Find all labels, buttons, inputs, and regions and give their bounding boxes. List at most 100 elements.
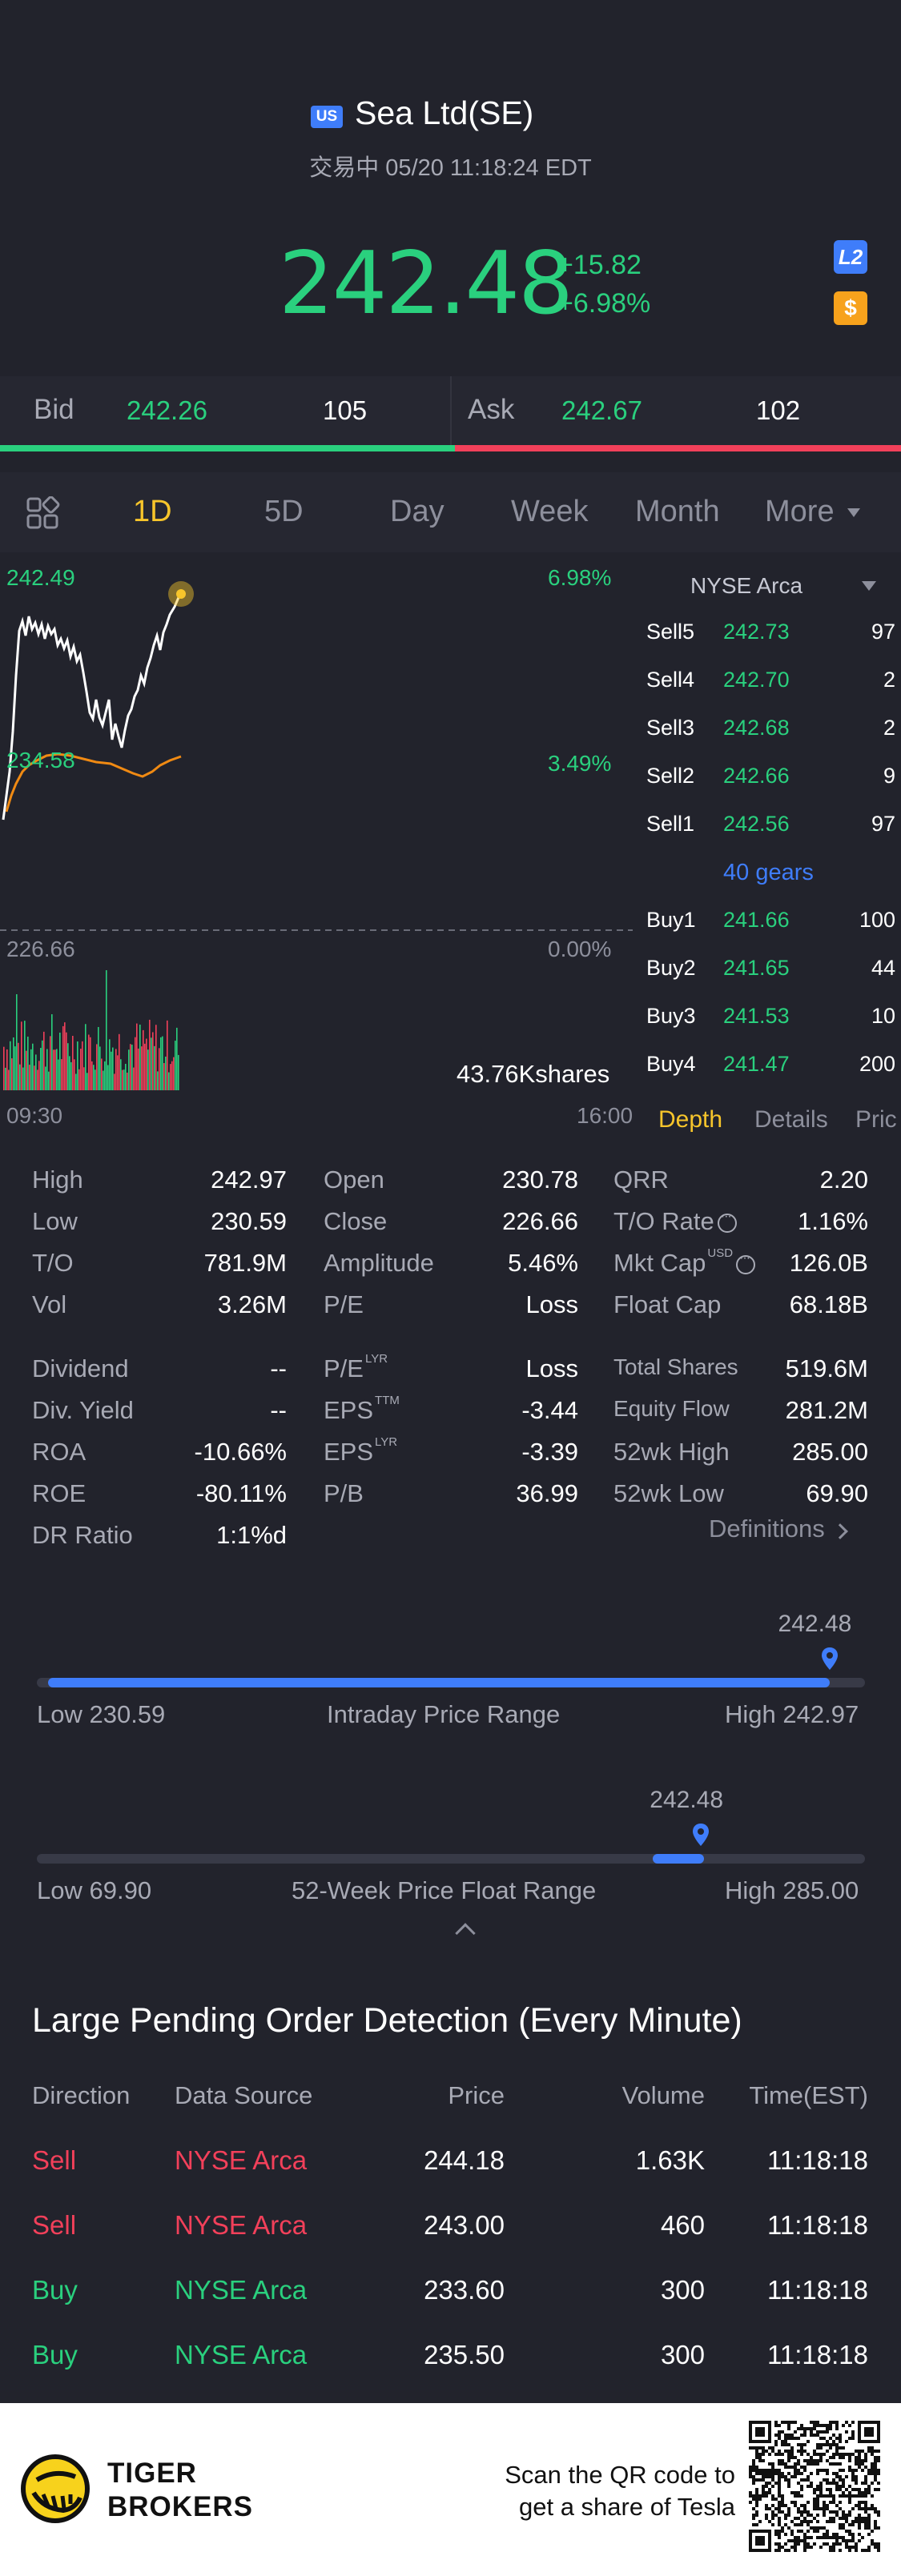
stat-key: Total Shares <box>613 1354 738 1379</box>
tab-more[interactable]: More <box>765 495 861 529</box>
week52-high-label: High 285.00 <box>725 1876 859 1904</box>
order-volume: 1.63K <box>635 2145 705 2175</box>
pct-base-label: 0.00% <box>548 937 612 961</box>
last-price: 242.48 <box>279 234 573 334</box>
stat-sup: TTM <box>375 1394 400 1407</box>
volume-bar <box>43 1031 45 1090</box>
order-volume: 460 <box>660 2210 705 2240</box>
volume-bar <box>21 1021 22 1090</box>
info-icon[interactable] <box>736 1251 756 1274</box>
stat-key: Float Cap <box>613 1290 722 1318</box>
tab-details[interactable]: Details <box>754 1106 828 1133</box>
intraday-chart[interactable]: 242.49 234.58 226.66 6.98% 3.49% 0.00% 4… <box>0 556 641 1140</box>
col-time: Time(EST) <box>749 2081 868 2109</box>
volume-bar <box>13 1037 14 1090</box>
volume-bar <box>37 1069 38 1090</box>
stat-value: -- <box>270 1396 287 1424</box>
intraday-range: 242.48 Low 230.59 Intraday Price Range H… <box>0 1601 901 1745</box>
level2-icon[interactable]: L2 <box>834 240 867 274</box>
volume-bar <box>115 1049 117 1090</box>
volume-bar <box>72 1035 74 1090</box>
volume-bar <box>141 1046 143 1090</box>
stat-value: 36.99 <box>516 1479 578 1507</box>
stat-key: Div. Yield <box>32 1396 134 1424</box>
volume-bar <box>111 1051 112 1090</box>
bid-ask-bar: Bid 242.26 105 Ask 242.67 102 <box>0 376 901 451</box>
bid-label: Bid <box>34 394 74 425</box>
definitions-link[interactable]: Definitions <box>709 1515 849 1543</box>
tab-more-label: More <box>765 495 835 528</box>
volume-bar <box>106 970 107 1090</box>
tab-week[interactable]: Week <box>511 495 589 528</box>
volume-bar <box>112 1047 114 1090</box>
time-end-label: 16:00 <box>577 1103 634 1128</box>
volume-bar <box>40 1048 42 1090</box>
chevron-up-icon[interactable] <box>455 1923 476 1944</box>
stat-key: EPS <box>324 1396 374 1424</box>
order-source: NYSE Arca <box>175 2340 308 2369</box>
volume-bar <box>157 1071 159 1090</box>
order-volume: 300 <box>660 2275 705 2305</box>
volume-bar <box>32 1043 34 1090</box>
row-qty: 44 <box>871 956 895 980</box>
row-price: 241.65 <box>723 956 790 980</box>
currency-icon[interactable]: $ <box>834 291 867 325</box>
exchange-select[interactable]: NYSE Arca <box>690 573 803 598</box>
row-price: 242.56 <box>723 812 790 836</box>
intraday-range-fill <box>48 1678 830 1687</box>
volume-bar <box>135 1037 136 1090</box>
volume-bar <box>131 1045 133 1090</box>
volume-bar <box>46 1049 48 1090</box>
tiger-logo-icon <box>21 2454 90 2523</box>
volume-bar <box>34 1065 35 1090</box>
volume-bar <box>83 1067 85 1090</box>
ask-size: 102 <box>756 395 801 425</box>
grid-layout-icon[interactable] <box>26 496 61 532</box>
volume-bar <box>30 1049 32 1090</box>
row-price: 241.53 <box>723 1004 790 1028</box>
volume-bar <box>22 1067 24 1090</box>
chevron-down-icon[interactable] <box>862 581 876 591</box>
volume-bars <box>3 970 179 1090</box>
stat-key: P/B <box>324 1479 364 1507</box>
intraday-low-label: Low 230.59 <box>37 1700 166 1728</box>
ask-price: 242.67 <box>561 395 642 425</box>
volume-bar <box>66 1032 67 1090</box>
qr-code-icon[interactable] <box>749 2421 880 2552</box>
ask-label: Ask <box>468 394 515 425</box>
bid-ask-divider <box>450 376 452 450</box>
volume-bar <box>26 1050 27 1090</box>
volume-bar <box>95 1069 96 1090</box>
volume-bar <box>104 1061 106 1090</box>
volume-bar <box>6 1049 8 1090</box>
stat-value: 1.16% <box>798 1207 868 1235</box>
stat-key: Low <box>32 1207 78 1235</box>
info-icon[interactable] <box>717 1210 737 1233</box>
tab-5d[interactable]: 5D <box>264 495 304 528</box>
row-price: 241.66 <box>723 908 790 932</box>
row-price: 242.70 <box>723 668 790 692</box>
tab-price[interactable]: Pric <box>855 1106 897 1133</box>
volume-bar <box>103 1070 104 1090</box>
volume-bar <box>120 1059 122 1090</box>
chevron-down-icon <box>847 508 861 518</box>
order-volume: 300 <box>660 2340 705 2369</box>
depth-gears-toggle[interactable]: 40 gears <box>723 860 814 885</box>
stat-key: P/E <box>324 1354 364 1382</box>
volume-bar <box>147 1049 149 1090</box>
stat-key: Vol <box>32 1290 67 1318</box>
row-label: Buy2 <box>646 956 696 980</box>
tab-day[interactable]: Day <box>390 495 444 528</box>
volume-bar <box>56 1049 58 1090</box>
tab-depth[interactable]: Depth <box>658 1106 723 1133</box>
volume-bar <box>127 1072 128 1090</box>
volume-bar <box>62 1025 64 1090</box>
volume-bar <box>178 1054 179 1090</box>
bid-price: 242.26 <box>127 395 207 425</box>
tab-month[interactable]: Month <box>635 495 720 528</box>
volume-bar <box>107 1065 109 1090</box>
volume-bar <box>5 1067 6 1090</box>
row-label: Sell5 <box>646 620 695 644</box>
tab-1d[interactable]: 1D <box>133 495 172 528</box>
volume-bar <box>168 1072 170 1090</box>
